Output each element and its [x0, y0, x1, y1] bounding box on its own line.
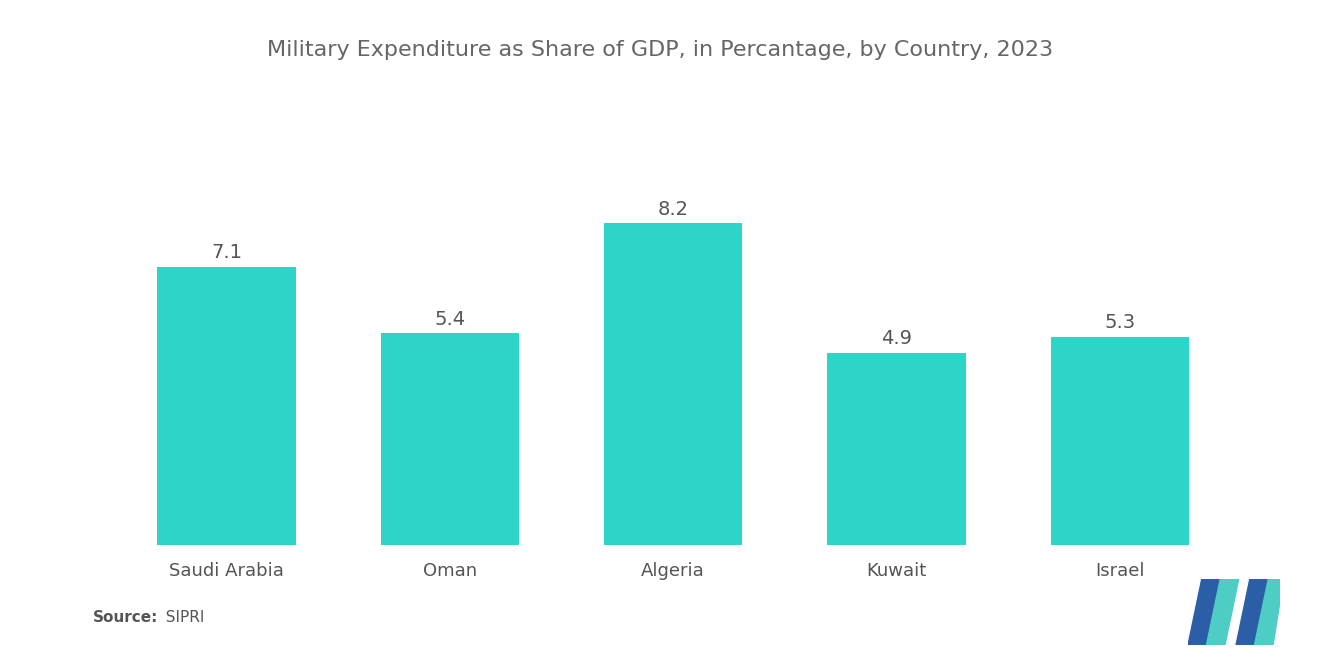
Bar [605, 223, 742, 545]
Polygon shape [1236, 579, 1269, 645]
Text: 8.2: 8.2 [657, 200, 689, 219]
Bar [1051, 337, 1189, 545]
Text: 5.3: 5.3 [1105, 313, 1135, 332]
Bar [828, 353, 966, 545]
Bar [380, 333, 519, 545]
Text: SIPRI: SIPRI [156, 610, 205, 625]
Text: 7.1: 7.1 [211, 243, 242, 262]
Polygon shape [1254, 579, 1280, 645]
Text: Military Expenditure as Share of GDP, in Percantage, by Country, 2023: Military Expenditure as Share of GDP, in… [267, 40, 1053, 60]
Polygon shape [1188, 579, 1220, 645]
Text: 5.4: 5.4 [434, 309, 466, 329]
Text: Source:: Source: [92, 610, 158, 625]
Text: 4.9: 4.9 [880, 329, 912, 348]
Bar [157, 267, 296, 545]
Polygon shape [1206, 579, 1238, 645]
